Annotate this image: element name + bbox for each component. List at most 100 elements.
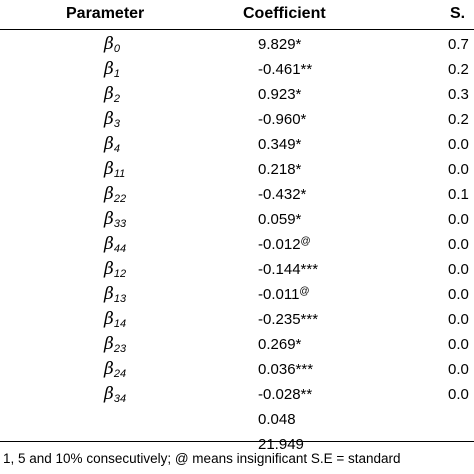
coefficient-value: -0.011 (258, 286, 300, 303)
table-row: β2 0.923* 0.3 (0, 82, 474, 107)
parameter-cell: β22 (104, 182, 126, 207)
coefficient-value: 0.923 (258, 86, 296, 103)
parameter-cell: β2 (104, 82, 120, 107)
parameter-subscript: 12 (113, 268, 127, 280)
parameter-symbol: β (104, 34, 114, 54)
parameter-subscript: 23 (113, 343, 127, 355)
table-row: β44 -0.012@ 0.0 (0, 232, 474, 257)
parameter-subscript: 34 (113, 393, 127, 405)
standard-error-cell: 0.3 (448, 86, 469, 103)
column-header-parameter: Parameter (66, 5, 145, 22)
table-row: β1 -0.461** 0.2 (0, 57, 474, 82)
standard-error-cell: 0.0 (448, 361, 469, 378)
coefficient-cell: 0.269* (258, 332, 301, 357)
standard-error-cell: 0.0 (448, 336, 469, 353)
parameter-subscript: 24 (113, 368, 127, 380)
table-row: β22 -0.432* 0.1 (0, 182, 474, 207)
parameter-subscript: 44 (113, 243, 127, 255)
coefficient-value: 0.349 (258, 136, 296, 153)
parameter-symbol: β (104, 334, 114, 354)
parameter-symbol: β (104, 184, 114, 204)
standard-error-cell: 0.0 (448, 211, 469, 228)
table-row: β33 0.059* 0.0 (0, 207, 474, 232)
standard-error-cell: 0.0 (448, 286, 469, 303)
parameter-symbol: β (104, 209, 114, 229)
table-row: β24 0.036*** 0.0 (0, 357, 474, 382)
parameter-subscript: 33 (113, 218, 127, 230)
parameter-subscript: 3 (113, 118, 120, 130)
coefficient-value: -0.235 (258, 311, 301, 328)
parameter-subscript: 11 (113, 168, 126, 180)
parameter-symbol: β (104, 384, 114, 404)
coefficient-value: 0.218 (258, 161, 296, 178)
table-row: β4 0.349* 0.0 (0, 132, 474, 157)
parameter-symbol: β (104, 134, 114, 154)
parameter-symbol: β (104, 59, 114, 79)
coefficient-cell: -0.960* (258, 107, 306, 132)
coefficient-cell: 21.949 (258, 432, 304, 457)
parameter-cell: β34 (104, 382, 126, 407)
parameter-subscript: 0 (113, 43, 120, 55)
standard-error-cell: 0.7 (448, 36, 469, 53)
parameter-cell: β23 (104, 332, 126, 357)
coefficient-cell: 0.059* (258, 207, 301, 232)
standard-error-cell: 0.2 (448, 111, 469, 128)
parameter-symbol: β (104, 84, 114, 104)
coefficient-value: -0.012 (258, 236, 301, 253)
coefficient-value: -0.432 (258, 186, 301, 203)
parameter-cell: β44 (104, 232, 126, 257)
standard-error-cell: 0.0 (448, 161, 469, 178)
coefficient-cell: 0.923* (258, 82, 301, 107)
significance-marker: * (295, 336, 302, 353)
coefficient-cell: 0.048 (258, 407, 296, 432)
parameter-cell: β0 (104, 32, 120, 57)
parameter-symbol: β (104, 359, 114, 379)
coefficient-value: -0.461 (258, 61, 301, 78)
significance-marker: *** (300, 261, 319, 278)
significance-marker: ** (300, 386, 313, 403)
coefficient-value: 21.949 (258, 436, 304, 453)
coefficient-value: 0.269 (258, 336, 296, 353)
standard-error-cell: 0.2 (448, 61, 469, 78)
standard-error-cell: 0.0 (448, 136, 469, 153)
parameter-subscript: 22 (113, 193, 127, 205)
table-footer-rule (0, 441, 474, 442)
standard-error-cell: 0.0 (448, 311, 469, 328)
parameter-subscript: 2 (113, 93, 120, 105)
parameter-symbol: β (104, 234, 114, 254)
parameter-symbol: β (104, 259, 114, 279)
parameter-cell: β12 (104, 257, 126, 282)
parameter-symbol: β (104, 159, 114, 179)
coefficient-value: -0.144 (258, 261, 301, 278)
table-row: β13 -0.011@ 0.0 (0, 282, 474, 307)
table-row: β34 -0.028** 0.0 (0, 382, 474, 407)
table-row: 0.048 (0, 407, 474, 432)
parameter-symbol: β (104, 109, 114, 129)
coefficient-value: 0.048 (258, 411, 296, 428)
coefficient-cell: -0.028** (258, 382, 312, 407)
table-row: β3 -0.960* 0.2 (0, 107, 474, 132)
significance-marker: * (295, 86, 302, 103)
table-row: β11 0.218* 0.0 (0, 157, 474, 182)
standard-error-cell: 0.1 (448, 186, 469, 203)
coefficient-value: 9.829 (258, 36, 296, 53)
parameter-cell: β13 (104, 282, 126, 307)
parameter-cell: β24 (104, 357, 126, 382)
significance-marker: * (295, 211, 302, 228)
coefficient-cell: -0.144*** (258, 257, 318, 282)
coefficient-cell: -0.461** (258, 57, 312, 82)
parameter-cell: β4 (104, 132, 120, 157)
column-header-standard-error: S. (450, 5, 466, 22)
significance-marker: * (295, 161, 302, 178)
parameter-subscript: 1 (113, 68, 120, 80)
significance-marker: * (295, 136, 302, 153)
parameter-subscript: 13 (113, 293, 127, 305)
parameter-cell: β11 (104, 157, 125, 182)
significance-marker: *** (295, 361, 314, 378)
coefficient-value: 0.036 (258, 361, 296, 378)
significance-marker: ** (300, 61, 313, 78)
coefficient-cell: -0.432* (258, 182, 306, 207)
coefficient-cell: 0.218* (258, 157, 301, 182)
column-header-coefficient: Coefficient (243, 5, 326, 22)
significance-marker: * (300, 111, 307, 128)
